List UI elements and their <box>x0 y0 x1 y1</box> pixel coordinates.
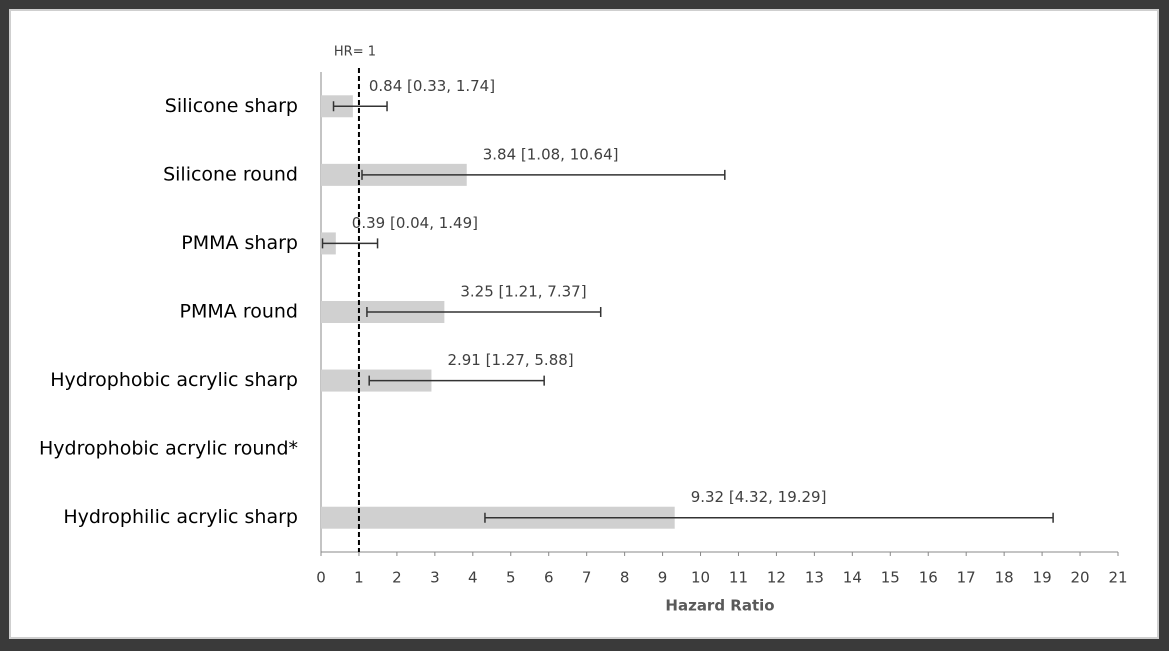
x-tick-label: 13 <box>805 569 824 587</box>
y-tick-label: Silicone sharp <box>165 95 298 117</box>
y-tick-label: Hydrophilic acrylic sharp <box>63 506 298 528</box>
error-bar <box>366 307 602 317</box>
error-bar <box>361 169 726 180</box>
x-tick-label: 5 <box>506 569 516 587</box>
x-axis-title: Hazard Ratio <box>665 597 774 615</box>
x-tick-label: 17 <box>957 569 976 587</box>
error-bar <box>321 238 379 249</box>
y-tick-label: Hydrophobic acrylic round* <box>39 438 298 460</box>
x-tick-label: 21 <box>1108 569 1127 587</box>
x-tick-label: 10 <box>691 569 710 587</box>
x-tick-label: 2 <box>392 569 402 587</box>
x-tick-label: 9 <box>658 569 668 587</box>
value-label: 3.25 [1.21, 7.37] <box>460 283 586 301</box>
y-tick-label: PMMA sharp <box>181 232 298 254</box>
value-label: 0.84 [0.33, 1.74] <box>369 77 495 95</box>
x-tick-label: 6 <box>544 569 554 587</box>
value-label: 0.39 [0.04, 1.49] <box>352 214 478 232</box>
x-tick-label: 15 <box>881 569 900 587</box>
x-tick-label: 11 <box>729 569 748 587</box>
x-tick-label: 19 <box>1033 569 1052 587</box>
x-tick-label: 12 <box>767 569 786 587</box>
panel <box>9 9 1159 639</box>
x-tick-label: 18 <box>995 569 1014 587</box>
value-label: 9.32 [4.32, 19.29] <box>691 488 827 506</box>
error-bar <box>368 375 545 386</box>
x-tick-label: 20 <box>1071 569 1090 587</box>
reference-label: HR= 1 <box>334 45 376 60</box>
y-tick-label: Hydrophobic acrylic sharp <box>50 369 298 391</box>
error-bar <box>332 101 388 112</box>
y-tick-label: PMMA round <box>180 301 298 323</box>
x-tick-label: 4 <box>468 569 478 587</box>
value-label: 3.84 [1.08, 10.64] <box>483 145 619 163</box>
x-tick-label: 0 <box>316 569 326 587</box>
value-label: 2.91 [1.27, 5.88] <box>447 351 573 369</box>
error-bar <box>484 512 1054 523</box>
x-tick-label: 16 <box>919 569 938 587</box>
x-tick-label: 7 <box>582 569 592 587</box>
x-tick-label: 1 <box>354 569 364 587</box>
x-tick-label: 8 <box>620 569 630 587</box>
x-tick-label: 3 <box>430 569 440 587</box>
y-tick-label: Silicone round <box>163 163 298 185</box>
x-tick-label: 14 <box>843 569 862 587</box>
